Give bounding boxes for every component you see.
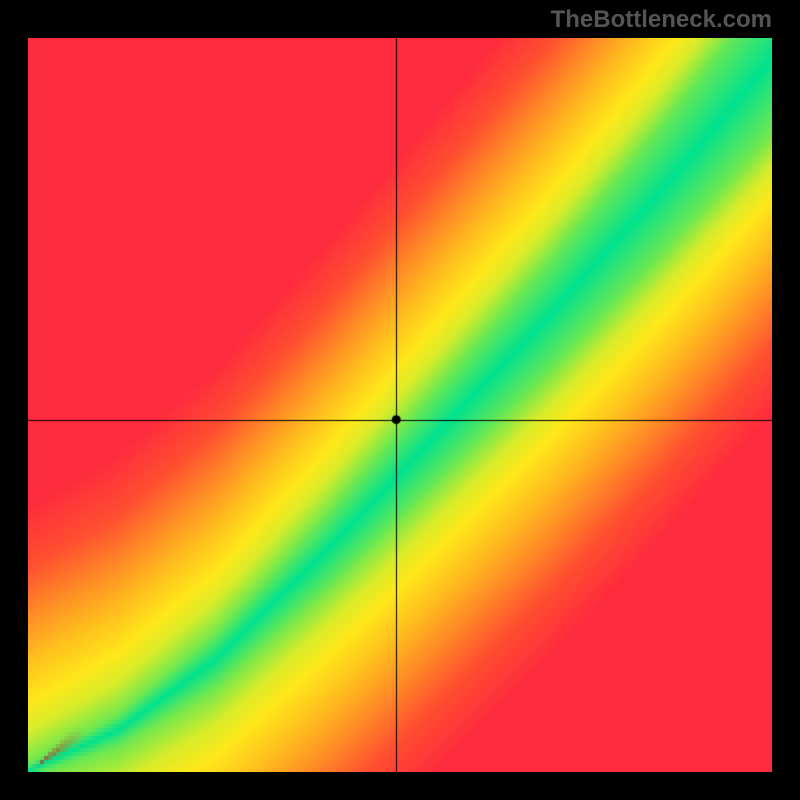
bottleneck-heatmap [28,38,772,772]
watermark-text: TheBottleneck.com [551,6,772,34]
